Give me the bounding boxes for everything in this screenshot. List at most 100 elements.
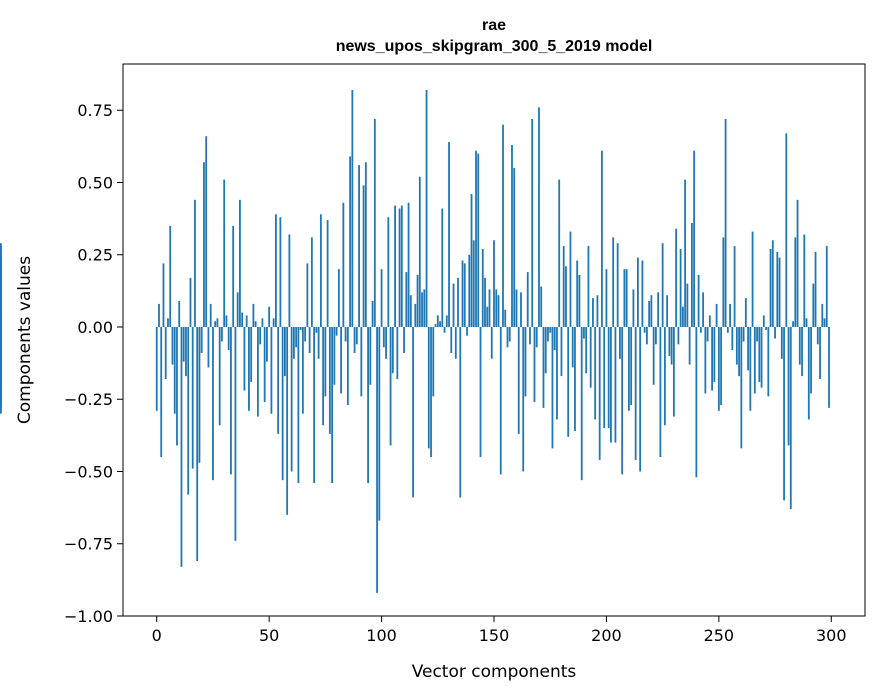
bar-190: [583, 326, 585, 339]
bar-262: [744, 298, 747, 327]
bar-62: [295, 326, 298, 348]
bar-148: [488, 289, 491, 327]
bar-238: [690, 222, 693, 327]
bar-268: [758, 326, 761, 382]
bar-9: [176, 326, 178, 446]
bar-7: [171, 326, 174, 365]
bar-56: [281, 326, 284, 481]
bar-211: [630, 326, 633, 406]
bar-214: [637, 257, 639, 327]
bar-90: [358, 165, 360, 327]
bar-200: [605, 269, 608, 327]
bar-89: [355, 326, 358, 345]
bar-103: [387, 217, 390, 327]
bar-1: [158, 303, 160, 327]
bar-149: [490, 326, 493, 359]
bar-286: [798, 326, 801, 365]
bar-133: [454, 326, 457, 359]
bar-134: [457, 277, 459, 327]
bar-67: [306, 263, 309, 327]
bar-31: [225, 315, 228, 327]
bar-197: [598, 326, 601, 460]
bar-28: [218, 326, 221, 426]
bar-226: [663, 326, 666, 426]
bar-155: [504, 309, 507, 327]
bar-175: [549, 326, 552, 333]
bar-170: [538, 107, 540, 327]
bar-5: [167, 318, 169, 327]
bar-130: [448, 142, 450, 327]
bar-279: [783, 326, 785, 501]
bar-64: [299, 326, 302, 330]
bar-114: [412, 326, 414, 498]
bar-291: [810, 326, 812, 394]
bar-93: [364, 162, 367, 327]
bar-221: [652, 326, 655, 385]
bar-181: [562, 246, 565, 327]
bar-178: [556, 326, 558, 420]
bar-276: [776, 251, 779, 327]
bar-165: [526, 272, 529, 327]
bar-255: [729, 303, 731, 327]
bar-23: [207, 326, 210, 368]
bar-284: [794, 237, 797, 327]
bar-40: [245, 315, 248, 327]
bar-248: [713, 326, 716, 382]
y-tick-label: 0.25: [77, 246, 113, 265]
bar-104: [389, 326, 392, 446]
bar-85: [346, 326, 349, 406]
bar-237: [688, 326, 691, 365]
bar-110: [403, 326, 405, 353]
bar-151: [495, 289, 498, 327]
bar-201: [607, 326, 610, 429]
bar-222: [654, 326, 657, 345]
bar-41: [248, 326, 250, 411]
bar-202: [610, 326, 612, 443]
x-tick-label: 150: [479, 626, 510, 645]
bar-184: [569, 231, 572, 327]
bar-116: [416, 274, 419, 327]
bar-51: [270, 326, 273, 414]
bar-299: [828, 326, 830, 408]
chart-title: rae: [482, 17, 506, 34]
bar-223: [657, 292, 660, 327]
bar-34: [232, 225, 235, 327]
bar-187: [576, 260, 579, 327]
y-tick-label: −1.00: [64, 607, 113, 626]
bar-252: [722, 237, 725, 327]
bar-159: [513, 168, 516, 327]
bar-55: [279, 217, 282, 327]
bar-204: [614, 326, 617, 443]
bar-66: [304, 326, 307, 342]
x-tick-label: 300: [816, 626, 847, 645]
bar-37: [239, 199, 241, 327]
bar-32: [227, 326, 230, 351]
bar-44: [254, 321, 257, 327]
bar-254: [726, 326, 729, 333]
x-tick-label: 0: [152, 626, 162, 645]
bar-95: [369, 326, 372, 385]
bar-287: [801, 326, 803, 377]
bar-249: [715, 303, 718, 327]
bar-193: [589, 326, 592, 388]
bar-278: [780, 326, 783, 359]
bar-195: [594, 326, 597, 420]
bar-264: [749, 326, 752, 411]
bar-243: [702, 292, 705, 327]
bar-123: [432, 326, 435, 397]
bar-91: [360, 326, 363, 397]
bar-295: [819, 326, 821, 380]
bar-169: [535, 326, 538, 348]
bar-146: [484, 277, 486, 327]
bar-219: [648, 300, 651, 327]
bar-143: [477, 153, 480, 327]
bar-113: [409, 295, 412, 327]
bar-50: [268, 306, 271, 327]
bar-45: [257, 326, 259, 417]
bar-297: [823, 318, 826, 327]
bar-38: [241, 312, 244, 327]
bar-244: [704, 326, 707, 394]
bar-236: [686, 283, 689, 327]
bar-70: [313, 326, 316, 484]
